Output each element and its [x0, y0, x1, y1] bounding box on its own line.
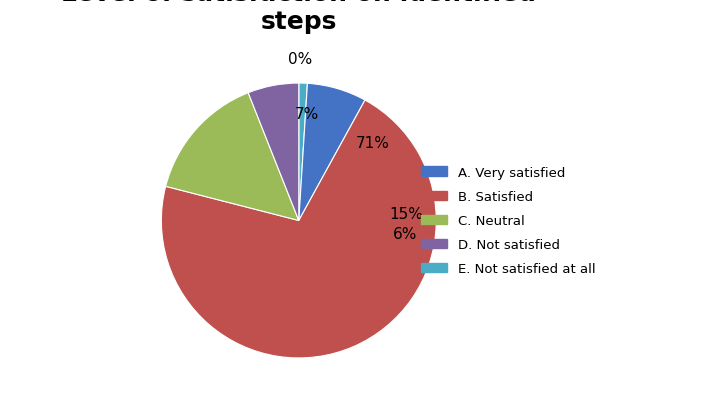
Wedge shape: [299, 84, 307, 221]
Text: 6%: 6%: [393, 226, 418, 242]
Text: 7%: 7%: [295, 107, 320, 122]
Legend: A. Very satisfied, B. Satisfied, C. Neutral, D. Not satisfied, E. Not satisfied : A. Very satisfied, B. Satisfied, C. Neut…: [415, 161, 600, 281]
Text: 71%: 71%: [356, 136, 390, 151]
Title: Level of satisfaction on identified
steps: Level of satisfaction on identified step…: [61, 0, 536, 34]
Wedge shape: [299, 84, 365, 221]
Wedge shape: [161, 101, 436, 358]
Wedge shape: [248, 84, 299, 221]
Text: 0%: 0%: [288, 52, 312, 66]
Text: 15%: 15%: [389, 207, 423, 222]
Wedge shape: [166, 93, 299, 221]
